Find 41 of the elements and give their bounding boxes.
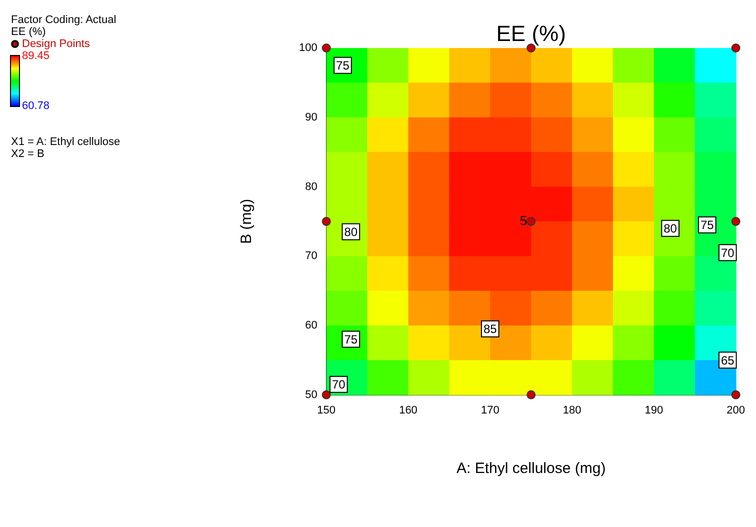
text: Factor Coding: Actual	[11, 14, 116, 26]
color-bar-label: 89.45	[22, 50, 50, 62]
point	[526, 216, 536, 226]
annotation: 75	[700, 218, 714, 232]
x-tick-label: 170	[480, 404, 500, 416]
point	[322, 390, 331, 400]
y-tick-label: 80	[305, 180, 318, 193]
point	[526, 390, 536, 400]
point	[526, 44, 536, 52]
annotation: 70	[332, 378, 346, 392]
annotation: 75	[344, 332, 358, 347]
y-axis-title: B (mg)	[238, 198, 256, 244]
annotation: 80	[664, 222, 678, 236]
x-tick-label: 160	[399, 404, 418, 416]
x-tick-label: 180	[562, 404, 582, 416]
y-tick-label: 60	[305, 319, 318, 332]
y-tick-label: 50	[305, 388, 318, 401]
color-bar-title: EE (%)	[11, 26, 47, 38]
annotation: 65	[720, 353, 735, 368]
legend-label: Design Points	[21, 38, 91, 50]
annotation: 75	[336, 58, 350, 73]
x-tick-label: 190	[644, 404, 664, 416]
x-tick-label: 200	[726, 404, 746, 416]
color-bar-label: 60.78	[22, 100, 50, 112]
text: X1 = A: Ethyl cellulose	[11, 136, 120, 148]
y-tick-label: 70	[305, 250, 318, 262]
y-tick-label: 90	[305, 111, 318, 124]
text: X2 = B	[11, 148, 46, 160]
point	[322, 44, 331, 52]
y-tick-label: 100	[298, 42, 318, 54]
point	[731, 390, 740, 400]
annotation: 70	[720, 246, 735, 260]
x-axis-title: A: Ethyl cellulose (mg)	[456, 460, 606, 478]
point	[731, 44, 740, 52]
x-tick-label: 150	[317, 404, 336, 416]
chart-title: EE (%)	[496, 21, 566, 46]
annotation: 80	[344, 225, 358, 240]
annotation: 85	[483, 322, 498, 336]
point	[731, 216, 740, 226]
annotation: 5	[520, 212, 528, 228]
point	[322, 216, 331, 226]
